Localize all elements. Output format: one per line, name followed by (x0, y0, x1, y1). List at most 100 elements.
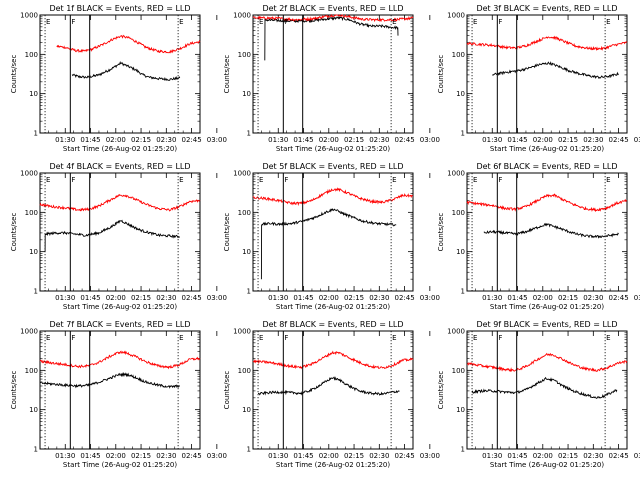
x-tick-label: 02:30 (369, 136, 389, 144)
y-tick-label: 100 (452, 367, 465, 375)
y-tick-label: 100 (25, 209, 38, 217)
x-tick-label: 02:30 (583, 136, 603, 144)
y-tick-label: 10 (456, 248, 465, 256)
plot-frame (39, 14, 201, 134)
detector-panel-2: Det 2f BLACK = Events, RED = LLD 1 10 100 10… (223, 4, 440, 153)
y-axis-label: Counts/sec (437, 55, 445, 94)
y-tick-label: 100 (25, 51, 38, 59)
x-tick-label: 02:30 (369, 452, 389, 460)
lld-series-line (39, 193, 201, 212)
x-tick-label: 03:00 (207, 294, 227, 302)
panel-title: Det 6f BLACK = Events, RED = LLD (476, 162, 617, 171)
x-tick-label: 01:30 (482, 136, 502, 144)
x-axis-label: Start Time (26-Aug-02 01:25:20) (276, 303, 390, 311)
x-axis-label: Start Time (26-Aug-02 01:25:20) (63, 461, 177, 469)
segment-marker-label: E (473, 334, 477, 342)
segment-marker-label: E (46, 176, 50, 184)
segment-marker-label: F (71, 18, 75, 26)
x-tick-label: 01:30 (55, 294, 75, 302)
x-tick-label: 02:00 (319, 294, 339, 302)
y-tick-label: 100 (238, 367, 251, 375)
detector-panel-3: Det 3f BLACK = Events, RED = LLD 1 10 100 10… (437, 4, 640, 153)
x-tick-label: 01:45 (507, 294, 527, 302)
x-tick-label: 02:00 (533, 136, 553, 144)
plot-frame (252, 172, 414, 292)
x-tick-label: 01:45 (293, 294, 313, 302)
y-tick-label: 1000 (233, 12, 251, 20)
y-tick-label: 10 (456, 90, 465, 98)
x-tick-label: 03:00 (207, 452, 227, 460)
x-tick-label: 03:00 (634, 294, 640, 302)
segment-marker-label: E (259, 18, 263, 26)
x-tick-label: 03:00 (207, 136, 227, 144)
segment-marker-label: F (498, 334, 502, 342)
x-tick-label: 03:00 (420, 294, 440, 302)
panel-title: Det 7f BLACK = Events, RED = LLD (49, 320, 190, 329)
x-tick-label: 02:15 (131, 136, 151, 144)
x-tick-label: 02:15 (344, 294, 364, 302)
x-tick-label: 02:45 (608, 294, 628, 302)
y-tick-label: 100 (25, 367, 38, 375)
x-axis-label: Start Time (26-Aug-02 01:25:20) (490, 145, 604, 153)
y-tick-label: 10 (242, 406, 251, 414)
segment-marker-label: E (606, 18, 610, 26)
y-axis-label: Counts/sec (10, 371, 18, 410)
detector-panel-8: Det 8f BLACK = Events, RED = LLD 1 10 100 10… (223, 320, 440, 469)
lld-series-line (56, 34, 201, 54)
y-tick-label: 10 (242, 90, 251, 98)
y-tick-label: 100 (452, 209, 465, 217)
y-tick-label: 10 (29, 90, 38, 98)
x-tick-label: 02:45 (181, 136, 201, 144)
x-tick-label: 03:00 (420, 136, 440, 144)
y-tick-label: 1 (461, 288, 465, 296)
events-series-line (471, 376, 618, 399)
plot-frame (39, 330, 201, 450)
lld-series-line (467, 352, 628, 373)
x-tick-label: 01:30 (268, 452, 288, 460)
y-tick-label: 1 (34, 288, 38, 296)
x-tick-label: 01:45 (293, 452, 313, 460)
x-tick-label: 02:00 (319, 136, 339, 144)
detector-panel-9: Det 9f BLACK = Events, RED = LLD 1 10 100 10… (437, 320, 640, 469)
x-tick-label: 02:45 (394, 452, 414, 460)
plot-frame (39, 172, 201, 292)
y-axis-label: Counts/sec (10, 55, 18, 94)
y-tick-label: 10 (456, 406, 465, 414)
x-tick-label: 02:15 (558, 294, 578, 302)
x-tick-label: 01:45 (507, 136, 527, 144)
panel-title: Det 1f BLACK = Events, RED = LLD (49, 4, 190, 13)
x-tick-label: 02:45 (608, 452, 628, 460)
y-tick-label: 1 (34, 446, 38, 454)
x-tick-label: 02:30 (583, 294, 603, 302)
y-axis-label: Counts/sec (223, 371, 231, 410)
events-series-line (260, 208, 397, 280)
panel-title: Det 4f BLACK = Events, RED = LLD (49, 162, 190, 171)
y-tick-label: 10 (29, 406, 38, 414)
y-axis-label: Counts/sec (223, 213, 231, 252)
plot-frame (252, 330, 414, 450)
x-tick-label: 01:45 (80, 452, 100, 460)
events-series-line (39, 371, 180, 389)
lld-series-line (39, 350, 201, 370)
segment-marker-label: E (179, 176, 183, 184)
panel-title: Det 5f BLACK = Events, RED = LLD (262, 162, 403, 171)
segment-marker-label: E (46, 18, 50, 26)
plot-frame (466, 14, 628, 134)
x-tick-label: 02:00 (106, 136, 126, 144)
y-tick-label: 100 (452, 51, 465, 59)
segment-marker-label: E (46, 334, 50, 342)
x-tick-label: 02:15 (558, 136, 578, 144)
x-tick-label: 02:45 (608, 136, 628, 144)
x-tick-label: 02:30 (156, 294, 176, 302)
segment-marker-label: E (179, 334, 183, 342)
x-tick-label: 02:15 (344, 136, 364, 144)
lld-series-line (252, 187, 414, 206)
plot-frame (466, 330, 628, 450)
segment-marker-label: E (606, 334, 610, 342)
segment-marker-label: E (606, 176, 610, 184)
x-tick-label: 02:00 (319, 452, 339, 460)
x-tick-label: 01:30 (55, 136, 75, 144)
segment-marker-label: E (473, 176, 477, 184)
y-tick-label: 1 (247, 446, 251, 454)
events-series-line (264, 15, 399, 61)
